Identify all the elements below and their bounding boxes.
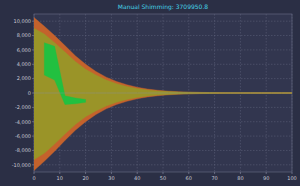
tick (32, 121, 34, 122)
tick (32, 21, 34, 22)
y-tick-label: 4,000 (17, 61, 31, 67)
background (0, 0, 300, 186)
zero-line (34, 93, 292, 94)
tick (59, 172, 60, 174)
area (34, 28, 292, 93)
title: Manual Shimming: 3709950.8 (118, 3, 209, 11)
plot-area (34, 14, 292, 172)
series-group (34, 18, 292, 171)
tick (188, 172, 189, 174)
tick (292, 172, 293, 174)
y-tick-label: 6,000 (17, 47, 31, 53)
y-tick-label: 10,000 (14, 18, 32, 24)
tick (32, 35, 34, 36)
y-tick-label: -10,000 (12, 162, 31, 168)
tick (32, 64, 34, 65)
tick (32, 164, 34, 165)
x-tick-label: 80 (237, 175, 243, 181)
x-tick-label: 30 (108, 175, 114, 181)
x-tick-label: 40 (134, 175, 140, 181)
tick (32, 150, 34, 151)
chart: -10,000 -8,000 -6,000 -4,000 -2,000 0 2,000 4,0… (0, 0, 300, 186)
tick (32, 136, 34, 137)
tick (111, 172, 112, 174)
x-tick-label: 60 (186, 175, 192, 181)
tick (163, 172, 164, 174)
tick (214, 172, 215, 174)
y-tick-label: -4,000 (15, 119, 31, 125)
x-tick-label: 90 (263, 175, 269, 181)
x-tick-label: 70 (211, 175, 217, 181)
x-tick-label: 0 (32, 175, 35, 181)
y-tick-label: -8,000 (15, 147, 31, 153)
tick (85, 172, 86, 174)
y-tick-label: -2,000 (15, 104, 31, 110)
tick (240, 172, 241, 174)
tick (32, 49, 34, 50)
x-tick-label: 20 (82, 175, 88, 181)
area (44, 43, 85, 105)
area (34, 93, 292, 171)
tick (34, 172, 35, 174)
tick (137, 172, 138, 174)
tick (266, 172, 267, 174)
tick (32, 78, 34, 79)
y-tick-label: 0 (28, 90, 31, 96)
x-tick-label: 50 (160, 175, 166, 181)
x-tick-label: 10 (57, 175, 63, 181)
y-tick-label: -6,000 (15, 133, 31, 139)
tick (32, 93, 34, 94)
y-tick-label: 8,000 (17, 32, 31, 38)
area (34, 18, 292, 93)
x-tick-label: 100 (287, 175, 297, 181)
y-tick-label: 2,000 (17, 75, 31, 81)
grid-line (34, 136, 292, 137)
tick (32, 107, 34, 108)
